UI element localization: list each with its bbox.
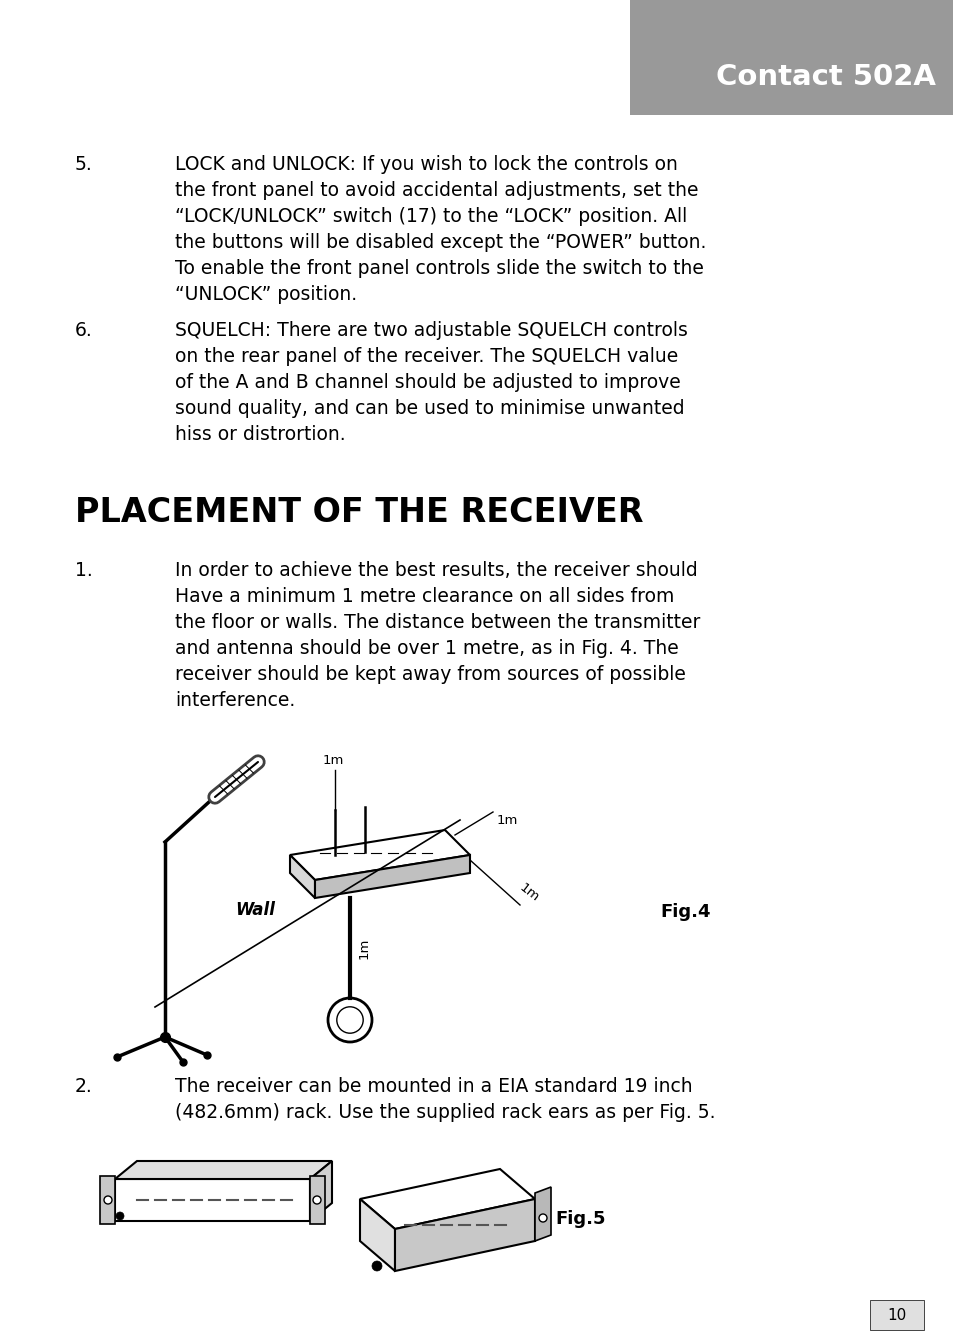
Polygon shape: [395, 1198, 535, 1271]
FancyBboxPatch shape: [869, 1300, 923, 1331]
Text: “LOCK/UNLOCK” switch (17) to the “LOCK” position. All: “LOCK/UNLOCK” switch (17) to the “LOCK” …: [174, 207, 686, 226]
Polygon shape: [290, 855, 314, 898]
Circle shape: [104, 1196, 112, 1204]
Text: “UNLOCK” position.: “UNLOCK” position.: [174, 285, 356, 305]
Circle shape: [372, 1261, 381, 1271]
Text: In order to achieve the best results, the receiver should: In order to achieve the best results, th…: [174, 561, 697, 580]
Polygon shape: [310, 1176, 325, 1224]
Circle shape: [313, 1196, 320, 1204]
Text: hiss or distrortion.: hiss or distrortion.: [174, 425, 345, 444]
Text: 6.: 6.: [75, 321, 92, 339]
Circle shape: [336, 1007, 363, 1033]
Text: the floor or walls. The distance between the transmitter: the floor or walls. The distance between…: [174, 613, 700, 632]
Polygon shape: [359, 1169, 535, 1229]
Polygon shape: [359, 1198, 395, 1271]
Circle shape: [116, 1212, 124, 1220]
Text: the buttons will be disabled except the “POWER” button.: the buttons will be disabled except the …: [174, 232, 705, 253]
Polygon shape: [290, 830, 470, 880]
Text: 1m: 1m: [517, 882, 541, 904]
Text: 1m: 1m: [357, 938, 371, 959]
Text: 1m: 1m: [497, 814, 517, 827]
Text: Contact 502A: Contact 502A: [716, 63, 935, 91]
Polygon shape: [115, 1178, 310, 1221]
Polygon shape: [310, 1161, 332, 1221]
Text: Have a minimum 1 metre clearance on all sides from: Have a minimum 1 metre clearance on all …: [174, 587, 674, 607]
Text: SQUELCH: There are two adjustable SQUELCH controls: SQUELCH: There are two adjustable SQUELC…: [174, 321, 687, 339]
Text: LOCK and UNLOCK: If you wish to lock the controls on: LOCK and UNLOCK: If you wish to lock the…: [174, 155, 678, 174]
Text: the front panel to avoid accidental adjustments, set the: the front panel to avoid accidental adju…: [174, 180, 698, 200]
Text: PLACEMENT OF THE RECEIVER: PLACEMENT OF THE RECEIVER: [75, 496, 643, 529]
Text: Fig.5: Fig.5: [555, 1210, 605, 1228]
Text: Fig.4: Fig.4: [659, 903, 710, 921]
Text: Wall: Wall: [234, 900, 274, 919]
Polygon shape: [314, 855, 470, 898]
Text: The receiver can be mounted in a EIA standard 19 inch: The receiver can be mounted in a EIA sta…: [174, 1077, 692, 1096]
FancyBboxPatch shape: [629, 0, 953, 115]
Text: on the rear panel of the receiver. The SQUELCH value: on the rear panel of the receiver. The S…: [174, 347, 678, 366]
Text: 5.: 5.: [75, 155, 92, 174]
Text: interference.: interference.: [174, 691, 294, 709]
Text: 10: 10: [886, 1308, 905, 1323]
Polygon shape: [535, 1186, 551, 1241]
Text: and antenna should be over 1 metre, as in Fig. 4. The: and antenna should be over 1 metre, as i…: [174, 639, 678, 659]
Polygon shape: [100, 1176, 115, 1224]
Text: receiver should be kept away from sources of possible: receiver should be kept away from source…: [174, 665, 685, 684]
Text: 1m: 1m: [322, 754, 343, 767]
Circle shape: [538, 1214, 546, 1222]
Circle shape: [328, 998, 372, 1042]
Text: (482.6mm) rack. Use the supplied rack ears as per Fig. 5.: (482.6mm) rack. Use the supplied rack ea…: [174, 1104, 715, 1122]
Text: To enable the front panel controls slide the switch to the: To enable the front panel controls slide…: [174, 259, 703, 278]
Text: 2.: 2.: [75, 1077, 92, 1096]
Text: sound quality, and can be used to minimise unwanted: sound quality, and can be used to minimi…: [174, 399, 684, 418]
Text: 1.: 1.: [75, 561, 92, 580]
Polygon shape: [115, 1161, 332, 1178]
Text: of the A and B channel should be adjusted to improve: of the A and B channel should be adjuste…: [174, 373, 680, 391]
